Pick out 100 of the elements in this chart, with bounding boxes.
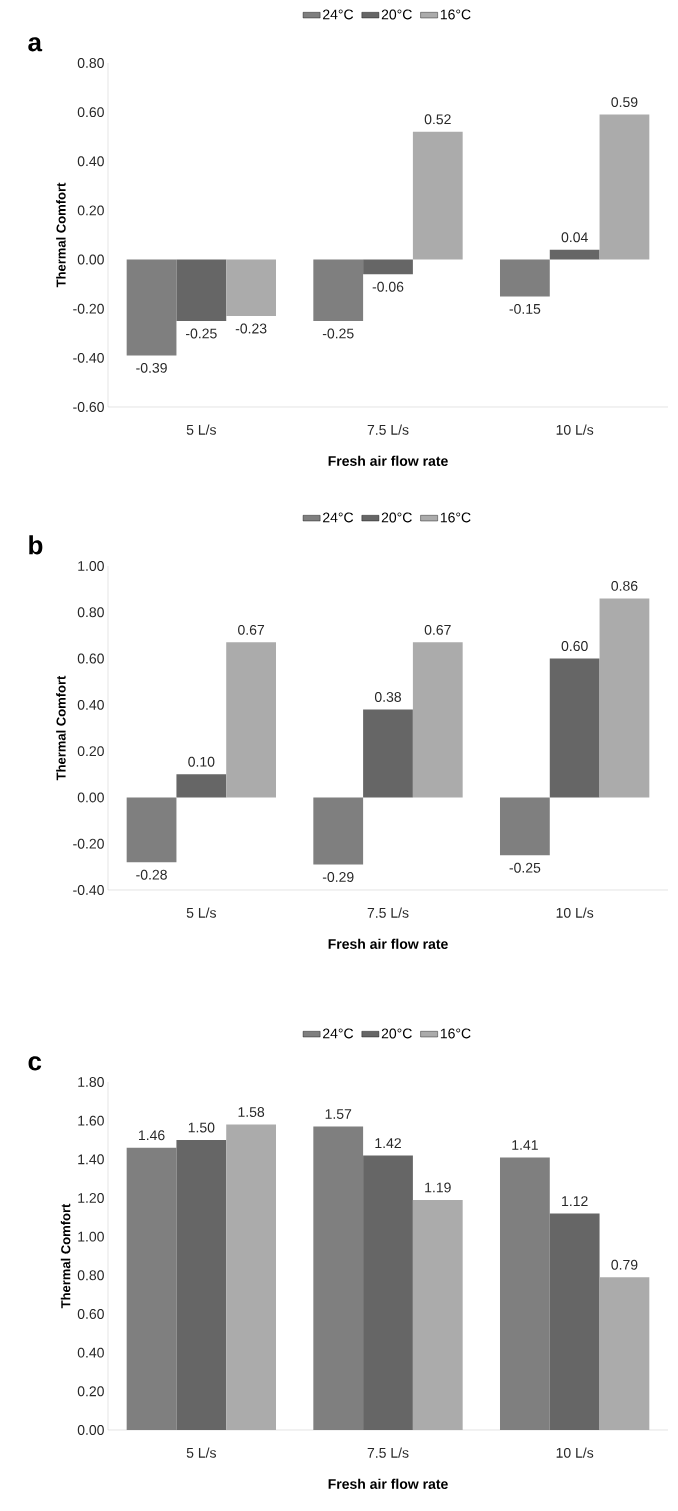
data-label: -0.28	[136, 869, 167, 880]
legend-label: 24°C	[323, 512, 354, 523]
data-label: -0.06	[372, 281, 404, 292]
chart-title: b	[29, 535, 43, 555]
y-tick-label: 0.80	[77, 58, 104, 68]
y-axis-title: Thermal Comfort	[60, 1203, 71, 1309]
data-label: 0.67	[238, 624, 265, 635]
bar	[313, 1126, 364, 1430]
y-axis-title: Thermal Comfort	[56, 182, 66, 288]
bar	[412, 131, 463, 260]
data-label: 0.67	[424, 624, 451, 635]
bar	[226, 642, 276, 798]
y-tick-label: 0.40	[77, 156, 104, 167]
data-label: 0.04	[561, 232, 588, 243]
y-tick-label: 0.80	[77, 607, 104, 618]
data-label: 1.50	[188, 1122, 215, 1133]
bar	[176, 259, 227, 321]
legend-label: 24°C	[323, 1028, 354, 1039]
data-label: 1.19	[425, 1182, 451, 1193]
bar	[500, 797, 550, 856]
data-label: -0.23	[235, 323, 267, 334]
bar	[599, 598, 650, 798]
chart-title: c	[28, 1056, 42, 1071]
data-label: 0.79	[611, 1259, 638, 1270]
y-tick-label: 0.80	[77, 1270, 104, 1281]
y-tick-label: -0.40	[73, 885, 104, 895]
y-tick-label: 0.60	[77, 107, 104, 118]
legend-label: 20°C	[381, 9, 412, 20]
x-tick-label: 7.5 L/s	[367, 1447, 409, 1458]
bar	[176, 774, 227, 798]
data-label: 0.59	[611, 97, 638, 108]
y-tick-label: 0.20	[77, 205, 104, 216]
bar	[549, 1213, 600, 1430]
y-tick-label: 0.40	[77, 1347, 104, 1358]
data-label: -0.25	[186, 328, 217, 339]
x-tick-label: 7.5 L/s	[367, 907, 409, 918]
y-tick-label: 0.40	[77, 699, 104, 710]
y-tick-label: -0.20	[73, 303, 104, 314]
data-label: 1.41	[512, 1140, 538, 1150]
data-label: 1.57	[325, 1109, 352, 1119]
x-axis-title: Fresh air flow rate	[328, 1478, 448, 1489]
x-tick-label: 10 L/s	[556, 1447, 594, 1458]
data-label: 1.58	[238, 1107, 265, 1117]
data-label: -0.15	[509, 303, 541, 314]
bar	[126, 797, 177, 863]
data-label: -0.25	[509, 862, 541, 873]
bar	[549, 658, 600, 798]
data-label: -0.25	[322, 328, 354, 339]
bar	[549, 249, 600, 260]
bar	[363, 709, 413, 798]
bar	[412, 1199, 463, 1430]
y-tick-label: 1.40	[78, 1154, 104, 1165]
bar	[126, 259, 177, 356]
bar	[313, 259, 364, 321]
data-label: -0.39	[136, 362, 167, 373]
x-axis-title: Fresh air flow rate	[328, 938, 448, 949]
x-tick-label: 7.5 L/s	[367, 424, 409, 435]
y-tick-label: 1.00	[78, 561, 104, 571]
legend-label: 16°C	[440, 1028, 471, 1039]
y-tick-label: 1.20	[78, 1193, 104, 1203]
legend-label: 20°C	[381, 1028, 412, 1039]
y-tick-label: -0.20	[73, 838, 104, 849]
bar	[126, 1147, 177, 1430]
x-tick-label: 10 L/s	[556, 907, 594, 918]
legend-label: 16°C	[440, 9, 471, 20]
data-label: 0.86	[611, 580, 638, 591]
data-label: 1.42	[375, 1138, 401, 1148]
y-tick-label: 0.20	[77, 1386, 104, 1397]
legend-label: 20°C	[381, 512, 412, 523]
y-tick-label: 1.80	[78, 1077, 104, 1087]
data-label: 1.12	[562, 1196, 588, 1206]
legend-label: 24°C	[323, 9, 354, 20]
y-tick-label: -0.60	[73, 402, 104, 412]
bar	[599, 114, 650, 260]
chart-title: a	[28, 37, 43, 52]
x-tick-label: 5 L/s	[186, 424, 216, 435]
data-label: -0.29	[322, 872, 354, 882]
bar	[599, 1277, 650, 1430]
y-tick-label: 0.60	[77, 1309, 104, 1319]
bar	[412, 642, 463, 798]
y-tick-label: 0.00	[77, 792, 104, 803]
y-tick-label: 0.60	[77, 653, 104, 664]
y-tick-label: 0.00	[77, 254, 104, 265]
x-tick-label: 5 L/s	[186, 1447, 216, 1458]
data-label: 1.46	[139, 1130, 165, 1141]
bar	[313, 797, 364, 865]
y-axis-title: Thermal Comfort	[56, 675, 66, 781]
x-axis-title: Fresh air flow rate	[328, 455, 448, 466]
bar	[226, 1124, 276, 1430]
y-tick-label: 1.00	[78, 1231, 104, 1242]
y-tick-label: 1.60	[78, 1115, 104, 1126]
x-tick-label: 5 L/s	[186, 907, 216, 918]
bar	[226, 259, 276, 317]
bar	[500, 1157, 550, 1430]
bar	[500, 259, 550, 297]
bar	[363, 259, 413, 275]
y-tick-label: 0.00	[77, 1425, 104, 1435]
data-label: 0.38	[374, 692, 402, 702]
data-label: 0.60	[561, 641, 588, 652]
bar	[363, 1155, 413, 1430]
